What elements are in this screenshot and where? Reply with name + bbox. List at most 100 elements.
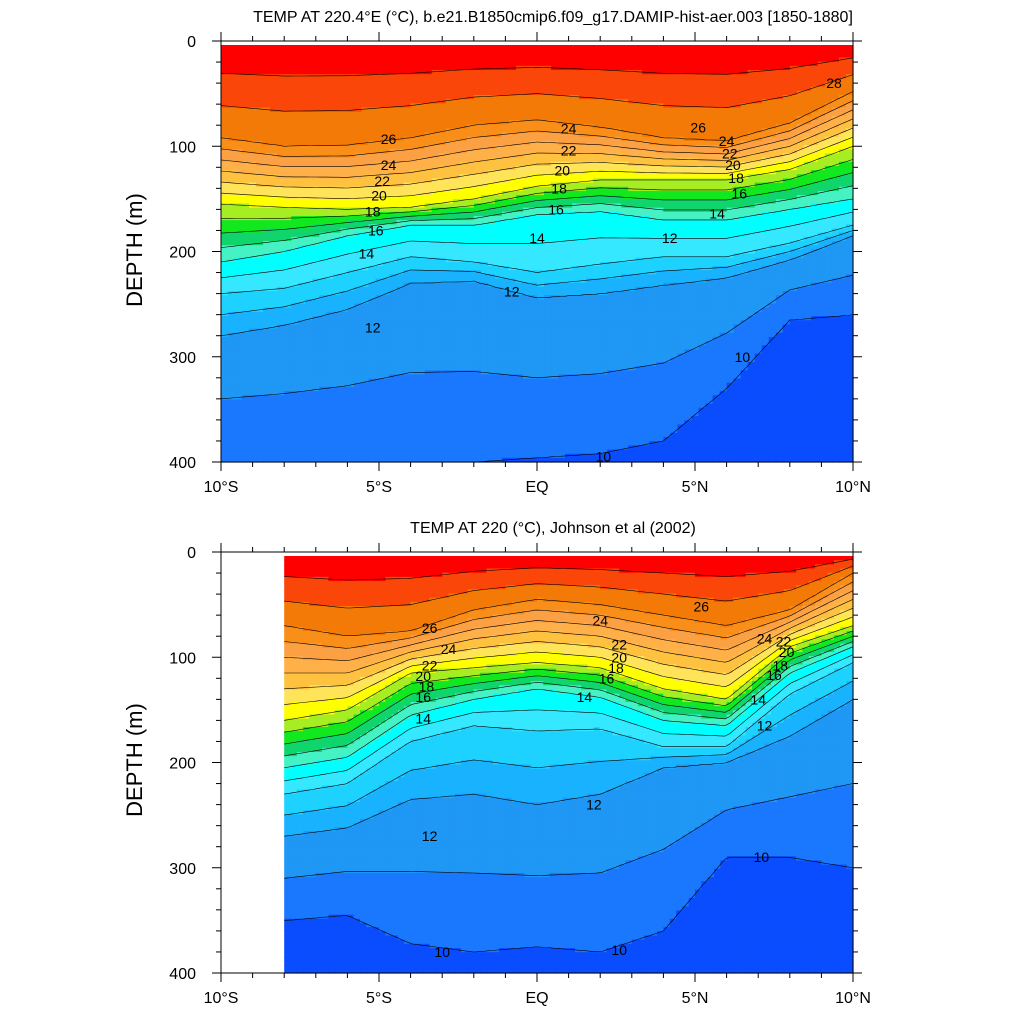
contour-cell <box>249 457 257 463</box>
contour-cell <box>558 224 566 230</box>
contour-cell <box>551 120 559 125</box>
contour-cell <box>242 253 250 259</box>
contour-cell <box>221 336 229 342</box>
contour-cell <box>487 311 496 317</box>
contour-cell <box>361 432 370 438</box>
contour-cell <box>529 257 538 263</box>
contour-cell <box>389 420 398 426</box>
contour-cell <box>452 274 461 280</box>
contour-cell <box>368 370 377 376</box>
contour-cell <box>551 324 559 330</box>
contour-cell <box>291 261 299 267</box>
contour-cell <box>340 353 348 359</box>
contour-cell <box>515 103 524 109</box>
contour-cell <box>375 111 384 117</box>
contour-cell <box>410 245 419 250</box>
contour-cell <box>340 178 348 184</box>
contour-cell <box>494 328 503 334</box>
contour-cell <box>466 391 475 396</box>
contour-cell <box>228 436 236 442</box>
contour-cell <box>340 170 348 175</box>
contour-cell <box>312 132 320 138</box>
contour-cell <box>431 132 440 138</box>
contour-cell <box>277 157 285 163</box>
contour-cell <box>347 403 356 409</box>
contour-cell <box>347 411 356 417</box>
contour-cell <box>340 403 348 409</box>
contour-cell <box>277 136 285 142</box>
contour-cell <box>558 236 566 242</box>
contour-cell <box>256 149 264 155</box>
contour-cell <box>551 328 559 334</box>
contour-cell <box>396 245 405 250</box>
contour-cell <box>375 203 384 209</box>
contour-cell <box>529 224 538 230</box>
contour-cell <box>221 324 229 330</box>
contour-cell <box>361 361 370 367</box>
contour-cell <box>459 99 468 104</box>
contour-cell <box>291 274 299 280</box>
contour-cell <box>410 124 419 129</box>
contour-cell <box>305 90 313 96</box>
contour-cell <box>249 307 257 313</box>
contour-cell <box>445 441 454 446</box>
contour-cell <box>354 95 363 100</box>
contour-cell <box>319 266 327 271</box>
contour-cell <box>368 232 377 238</box>
contour-cell <box>389 311 398 317</box>
contour-cell <box>508 453 517 459</box>
contour-cell <box>565 111 573 117</box>
contour-cell <box>480 316 489 321</box>
contour-cell <box>537 107 545 113</box>
contour-cell <box>249 128 257 134</box>
contour-cell <box>438 303 447 309</box>
contour-cell <box>256 86 264 92</box>
contour-cell <box>487 307 496 313</box>
contour-cell <box>494 378 503 384</box>
contour-cell <box>382 299 391 305</box>
contour-cell <box>494 332 503 338</box>
contour-cell <box>361 57 370 63</box>
contour-cell <box>221 424 229 430</box>
contour-cell <box>403 386 412 392</box>
contour-cell <box>319 274 327 280</box>
contour-cell <box>544 253 552 259</box>
contour-cell <box>522 370 531 376</box>
contour-cell <box>494 236 503 242</box>
contour-cell <box>284 74 292 79</box>
contour-cell <box>312 145 320 150</box>
contour-cell <box>389 49 398 54</box>
contour-cell <box>249 107 257 113</box>
contour-cell <box>544 95 552 100</box>
contour-cell <box>515 253 524 259</box>
contour-cell <box>305 399 313 405</box>
contour-cell <box>375 57 384 63</box>
contour-cell <box>326 190 334 196</box>
contour-cell <box>558 245 566 250</box>
contour-cell <box>361 178 370 184</box>
contour-cell <box>256 366 264 371</box>
contour-cell <box>305 182 313 188</box>
contour-cell <box>445 332 454 338</box>
contour-cell <box>537 445 545 451</box>
contour-cell <box>445 261 454 267</box>
contour-cell <box>537 391 545 396</box>
contour-cell <box>396 416 405 421</box>
contour-cell <box>529 370 538 376</box>
contour-cell <box>242 453 250 459</box>
contour-cell <box>480 90 489 96</box>
contour-cell <box>256 74 264 79</box>
contour-cell <box>558 61 566 67</box>
contour-cell <box>319 449 327 455</box>
contour-cell <box>522 61 531 67</box>
contour-cell <box>459 395 468 401</box>
contour-cell <box>284 332 292 338</box>
contour-cell <box>558 57 566 63</box>
contour-cell <box>403 90 412 96</box>
contour-cell <box>249 286 257 292</box>
contour-cell <box>410 336 419 342</box>
contour-cell <box>221 65 229 71</box>
contour-cell <box>291 441 299 446</box>
contour-cell <box>319 445 327 451</box>
